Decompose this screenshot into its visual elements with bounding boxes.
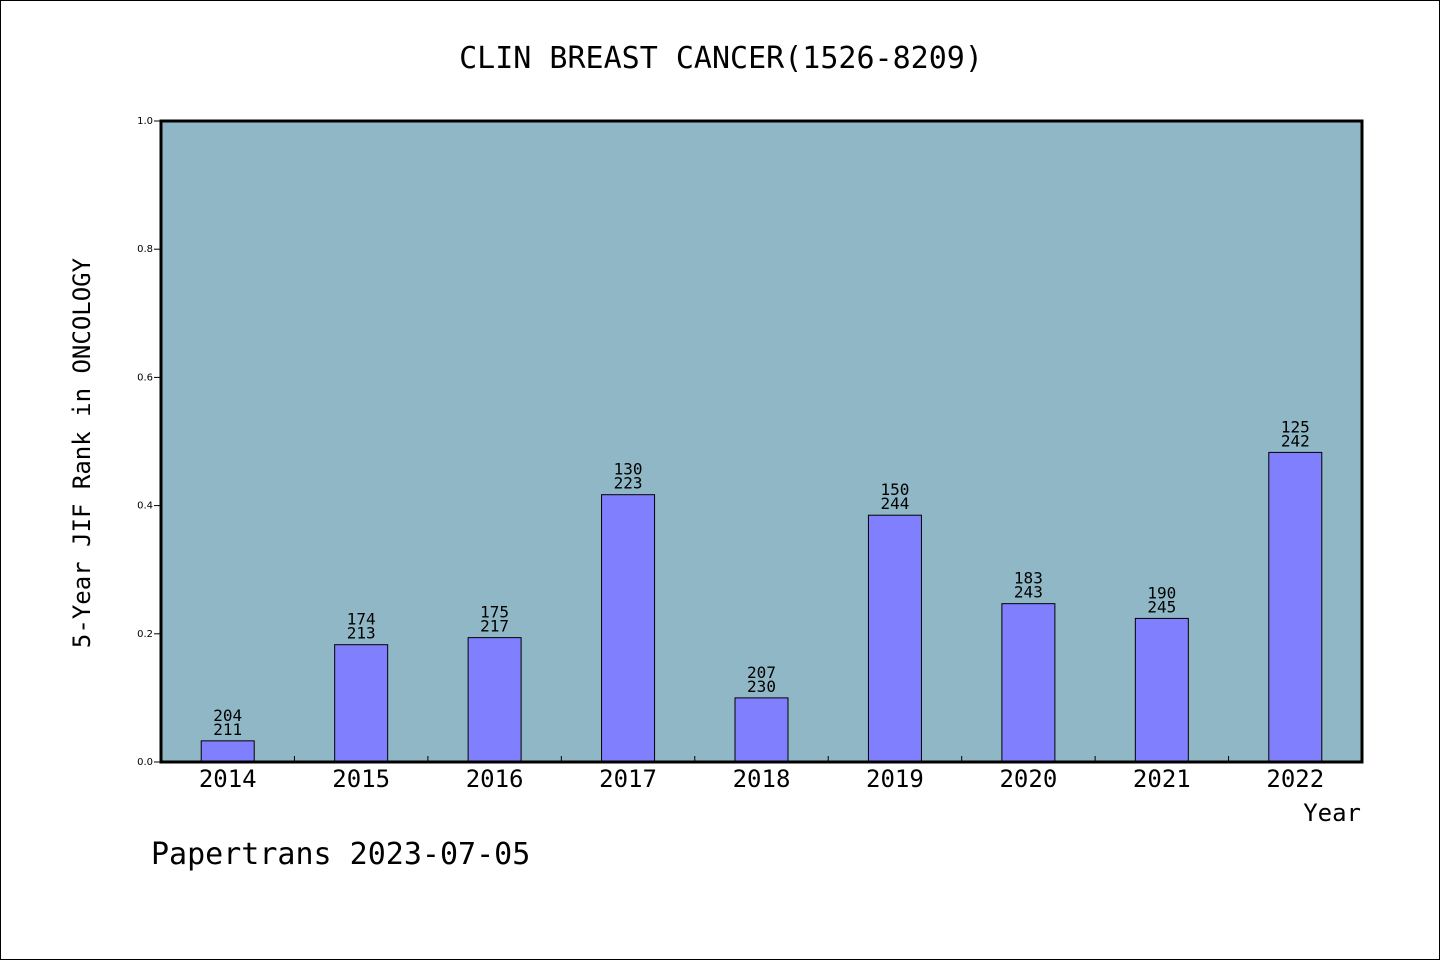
y-tick-label: 0.0 — [137, 757, 153, 768]
bar-2016 — [467, 637, 522, 763]
bar-2020 — [1001, 603, 1056, 763]
bar-2018 — [734, 697, 789, 763]
bar-label-rank: 183 — [1014, 569, 1043, 588]
y-axis-label: 5-Year JIF Rank in ONCOLOGY — [68, 257, 96, 648]
bar-2021 — [1134, 617, 1189, 763]
y-tick-label: 0.2 — [137, 629, 153, 640]
bar-2015 — [334, 644, 389, 763]
x-tick-label: 2018 — [733, 765, 791, 793]
y-tick-label: 0.8 — [137, 244, 153, 255]
x-tick-label: 2016 — [466, 765, 524, 793]
bar-label-total: 213 — [347, 624, 376, 643]
bar-labels: 2042111742131752171302232072301502441832… — [213, 417, 1309, 738]
bar-2022 — [1268, 451, 1323, 763]
bar-label-rank: 150 — [880, 480, 909, 499]
bar-label-total: 242 — [1281, 431, 1310, 450]
y-tick-label: 0.6 — [137, 372, 153, 383]
y-tick-label: 0.4 — [137, 501, 153, 512]
x-tick-label: 2017 — [599, 765, 657, 793]
bar-label-total: 245 — [1147, 597, 1176, 616]
bar-2019 — [867, 514, 922, 763]
x-tick-label: 2014 — [199, 765, 257, 793]
bar-label-rank: 207 — [747, 663, 776, 682]
footer-text: Papertrans 2023-07-05 — [151, 837, 530, 872]
bar-label-total: 243 — [1014, 583, 1043, 602]
bar-label-total: 223 — [614, 474, 643, 493]
bar-label-rank: 130 — [614, 460, 643, 479]
x-tick-label: 2015 — [332, 765, 390, 793]
bar-2014 — [200, 740, 255, 763]
bar-label-rank: 204 — [213, 706, 242, 725]
bar-label-rank: 174 — [347, 610, 376, 629]
y-axis: 0.0 0.2 0.4 0.6 0.8 1.0 — [137, 116, 161, 768]
plot-frame — [159, 119, 1364, 764]
x-tick-label: 2020 — [999, 765, 1057, 793]
bar-label-rank: 190 — [1147, 583, 1176, 602]
bar-label-total: 211 — [213, 720, 242, 739]
bar-2017 — [601, 494, 656, 763]
bar-label-rank: 175 — [480, 603, 509, 622]
bar-label-total: 244 — [880, 494, 909, 513]
y-tick-label: 1.0 — [137, 116, 153, 127]
bar-label-total: 217 — [480, 617, 509, 636]
x-tick-label: 2021 — [1133, 765, 1191, 793]
bars — [200, 451, 1323, 763]
x-axis-label: Year — [1303, 799, 1361, 827]
bar-label-rank: 125 — [1281, 417, 1310, 436]
x-axis: 2014 2015 2016 2017 2018 2019 2020 2021 2022 — [199, 756, 1324, 793]
bar-label-total: 230 — [747, 677, 776, 696]
chart-title: CLIN BREAST CANCER(1526-8209) — [459, 41, 983, 76]
x-tick-label: 2022 — [1266, 765, 1324, 793]
x-tick-label: 2019 — [866, 765, 924, 793]
